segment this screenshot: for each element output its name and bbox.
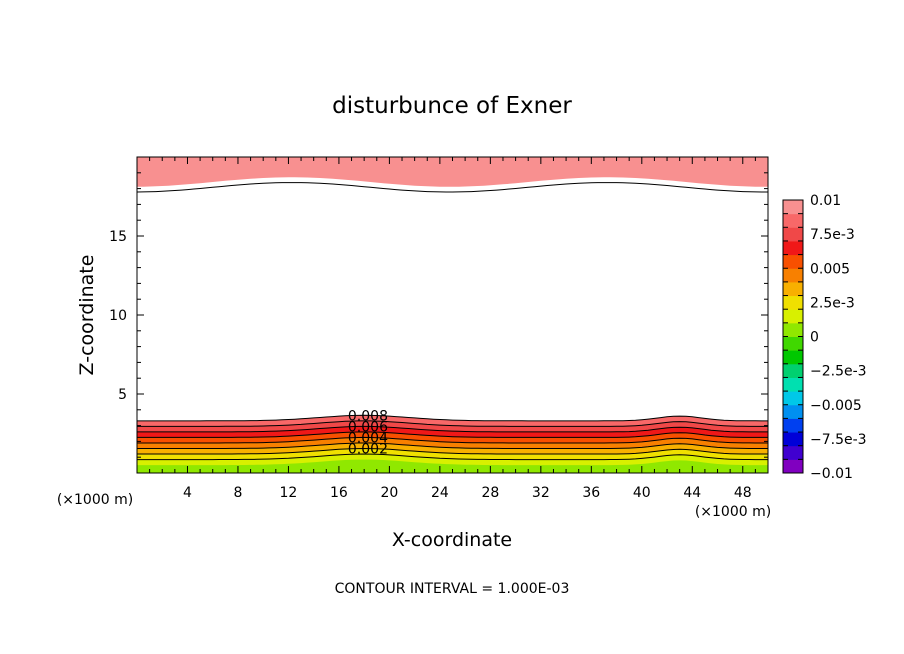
x-tick-label: 28 <box>481 485 499 501</box>
x-tick-label: 20 <box>380 485 398 501</box>
colorbar-label: −0.01 <box>810 466 853 482</box>
contour-label: 0.008 <box>348 408 388 424</box>
contour-label: 0.006 <box>348 419 388 435</box>
colorbar-label: −2.5e-3 <box>810 364 867 380</box>
colorbar: 0.01 7.5e-3 0.005 2.5e-3 0 −2.5e-3 −0.005 −7.5e… <box>782 193 867 482</box>
colorbar-label: 2.5e-3 <box>810 295 855 311</box>
colorbar-segment <box>783 391 803 406</box>
colorbar-segment <box>783 432 803 447</box>
x-tick-label: 44 <box>683 485 701 501</box>
colorbar-segment <box>783 336 803 351</box>
colorbar-segment <box>783 200 803 215</box>
chart-title: disturbunce of Exner <box>332 93 572 119</box>
colorbar-segment <box>783 404 803 419</box>
contour-line <box>137 447 768 455</box>
contour-label: 0.002 <box>348 442 388 458</box>
colorbar-label: 0.005 <box>810 261 850 277</box>
colorbar-segment <box>783 418 803 433</box>
colorbar-segment <box>783 240 803 256</box>
colorbar-segment <box>783 363 803 378</box>
colorbar-segment <box>783 295 803 310</box>
contour-line <box>137 425 768 433</box>
colorbar-label: −0.005 <box>810 398 862 414</box>
contour-line <box>137 420 768 427</box>
x-tick-label: 40 <box>633 485 651 501</box>
x-axis: 4 8 12 16 20 24 28 32 36 40 44 48 <box>149 157 756 501</box>
colorbar-label: 0 <box>810 330 819 346</box>
contour-band <box>137 459 768 473</box>
colorbar-segment <box>783 309 803 324</box>
x-tick-label: 32 <box>532 485 550 501</box>
colorbar-segment <box>783 445 803 460</box>
x-unit-right: (×1000 m) <box>695 504 771 520</box>
colorbar-segment <box>783 459 803 474</box>
contour-line <box>137 414 768 422</box>
colorbar-segment <box>783 281 803 297</box>
contour-line <box>136 182 768 193</box>
x-unit-left: (×1000 m) <box>57 492 133 508</box>
x-tick-label: 16 <box>330 485 348 501</box>
colorbar-segment <box>783 213 803 228</box>
colorbar-label: 7.5e-3 <box>810 227 855 243</box>
contour-lines <box>136 182 768 461</box>
y-tick-label: 15 <box>109 229 127 245</box>
x-tick-label: 36 <box>582 485 600 501</box>
x-tick-label: 8 <box>233 485 242 501</box>
x-tick-label: 24 <box>431 485 449 501</box>
contour-line <box>137 453 768 461</box>
colorbar-segment <box>783 268 803 283</box>
y-tick-label: 10 <box>109 308 127 324</box>
colorbar-segment <box>783 322 803 337</box>
colorbar-frame <box>782 199 804 474</box>
colorbar-label: −7.5e-3 <box>810 432 867 448</box>
y-axis: 5 10 15 <box>109 172 768 458</box>
x-tick-label: 48 <box>734 485 752 501</box>
colorbar-segment <box>783 254 803 269</box>
contour-line <box>137 442 768 449</box>
contour-label: 0.004 <box>348 430 388 446</box>
colorbar-segment <box>783 227 803 242</box>
contour-line <box>137 436 768 444</box>
x-axis-label: X-coordinate <box>392 529 512 551</box>
colorbar-segment <box>783 377 803 392</box>
x-tick-label: 4 <box>183 485 192 501</box>
x-tick-label: 12 <box>280 485 298 501</box>
y-axis-label: Z-coordinate <box>76 255 98 376</box>
contour-line <box>137 431 768 438</box>
contour-fills <box>137 157 768 473</box>
contour-interval-note: CONTOUR INTERVAL = 1.000E-03 <box>335 581 570 597</box>
colorbar-segment <box>783 350 803 365</box>
contour-band <box>137 157 768 187</box>
colorbar-label: 0.01 <box>810 193 841 209</box>
y-tick-label: 5 <box>118 387 127 403</box>
colorbar-labels: 0.01 7.5e-3 0.005 2.5e-3 0 −2.5e-3 −0.005 −7.5e… <box>810 193 867 482</box>
